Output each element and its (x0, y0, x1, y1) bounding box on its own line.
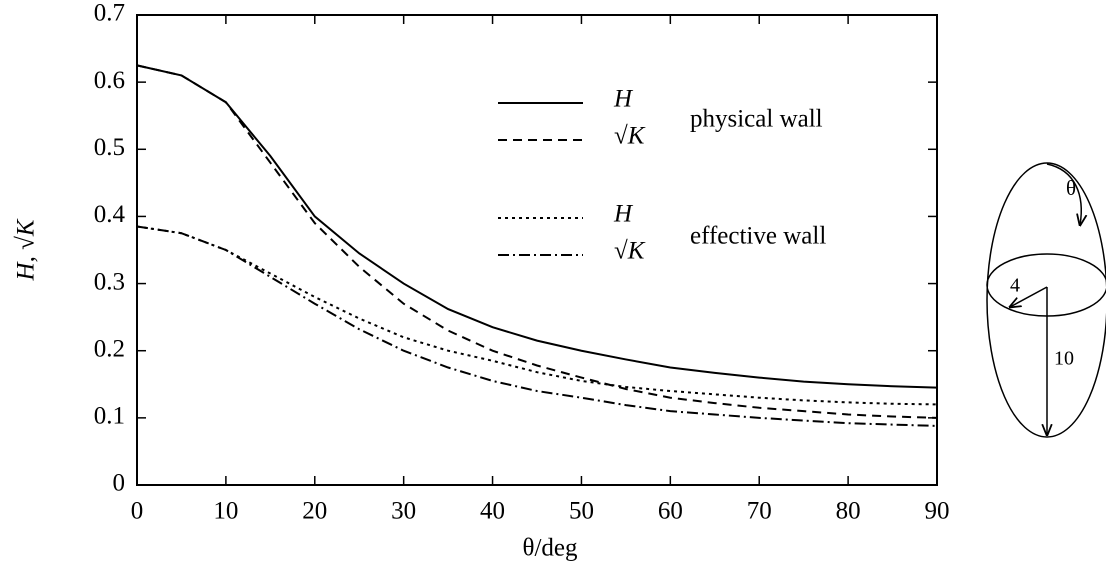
series-line (136, 64, 938, 389)
x-tick-label: 80 (836, 498, 861, 525)
x-tick-label: 0 (131, 498, 144, 525)
plot-frame (136, 14, 938, 486)
x-tick-label: 10 (213, 498, 238, 525)
radius-label: 4 (1010, 275, 1020, 297)
legend-group-label: effective wall (690, 223, 826, 250)
legend-entry: H (613, 86, 634, 113)
x-axis-title: θ/deg (522, 535, 578, 562)
series-line (136, 64, 938, 419)
y-tick-label: 0.2 (94, 335, 125, 362)
y-tick-label: 0 (113, 470, 126, 497)
y-tick-label: 0.5 (94, 134, 125, 161)
x-tick-label: 30 (391, 498, 416, 525)
x-tick-label: 50 (569, 498, 594, 525)
y-tick-label: 0.4 (94, 201, 126, 228)
x-tick-label: 60 (658, 498, 683, 525)
angle-label: θ (1066, 176, 1076, 200)
series-line (136, 225, 938, 427)
series-line (136, 225, 938, 406)
y-tick-label: 0.1 (94, 403, 125, 430)
legend-entry: √K (614, 123, 646, 150)
legend-entry: √K (614, 238, 646, 265)
y-axis-title: H, √K (13, 218, 40, 281)
x-tick-label: 90 (925, 498, 950, 525)
legend-entry: H (613, 201, 634, 228)
y-tick-label: 0.6 (94, 67, 125, 94)
x-tick-label: 20 (302, 498, 327, 525)
radius-arrow (1010, 286, 1048, 307)
y-tick-label: 0.7 (94, 0, 125, 27)
height-label: 10 (1054, 348, 1074, 370)
ellipsoid (986, 162, 1106, 438)
angle-arrow (1046, 163, 1081, 225)
legend-group-label: physical wall (690, 106, 823, 133)
x-tick-label: 40 (480, 498, 505, 525)
x-tick-label: 70 (747, 498, 772, 525)
inset-diagram: θ 4 10 (986, 162, 1106, 438)
y-tick-label: 0.3 (94, 268, 125, 295)
